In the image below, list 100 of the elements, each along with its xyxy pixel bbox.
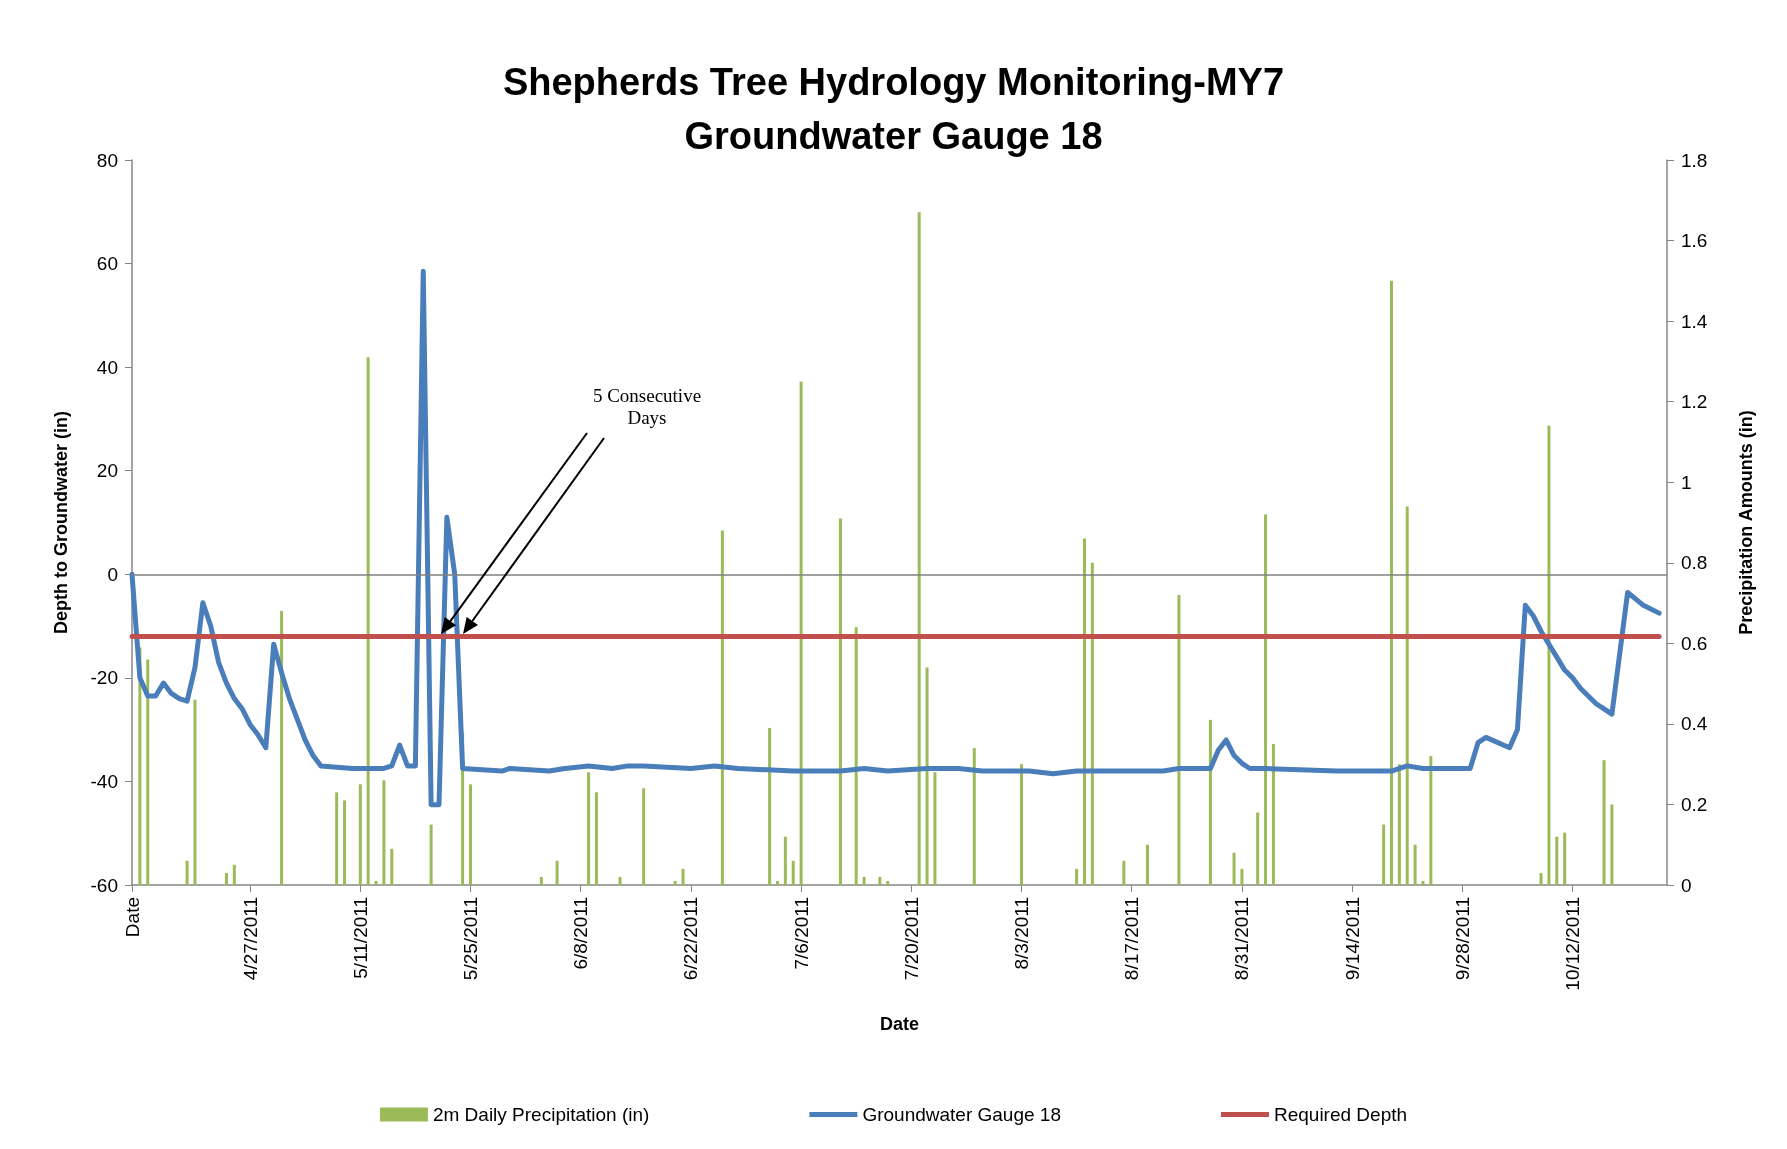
bar [146, 659, 150, 885]
bar [799, 381, 803, 885]
bar [1208, 719, 1212, 885]
bar [618, 876, 622, 885]
y2-tick-label: 0.2 [1681, 793, 1708, 815]
bar [594, 792, 598, 885]
y-tick-label: 0 [107, 563, 118, 585]
bar [1122, 860, 1126, 885]
bar [1429, 756, 1433, 885]
bar [1563, 832, 1567, 885]
x-tick-label: 7/6/2011 [790, 897, 812, 970]
y2-tick-label: 1.4 [1681, 310, 1708, 332]
bar [232, 864, 236, 885]
bar [185, 860, 189, 885]
bar [1082, 538, 1086, 885]
bar [681, 868, 685, 885]
bar [358, 784, 362, 885]
bar [1271, 744, 1275, 885]
bar [1177, 595, 1181, 885]
x-tick-label: 6/8/2011 [570, 897, 592, 970]
bar [390, 848, 394, 885]
y-tick-label: 80 [96, 149, 118, 171]
y2-tick-label: 0.6 [1681, 632, 1708, 654]
bar [374, 880, 378, 885]
y2-tick-label: 1 [1681, 471, 1692, 493]
bar [1539, 872, 1543, 885]
bar [343, 800, 347, 885]
bar [1382, 824, 1386, 885]
bar [917, 212, 921, 885]
y-tick-label: 40 [96, 356, 118, 378]
bar [468, 784, 472, 885]
bar [429, 824, 433, 885]
y-tick-label: -60 [90, 874, 118, 896]
bar [838, 518, 842, 885]
bar [1020, 764, 1024, 885]
x-tick-label: 9/28/2011 [1451, 897, 1473, 981]
annotation: 5 Consecutive Days [591, 385, 703, 429]
bar [224, 872, 228, 885]
bar [783, 836, 787, 885]
bar [555, 860, 559, 885]
bar [642, 788, 646, 885]
x-tick-label: 4/27/2011 [239, 897, 261, 981]
bar [193, 699, 197, 885]
y2-tick-label: 1.2 [1681, 391, 1708, 413]
bar [382, 780, 386, 885]
bar [720, 530, 724, 885]
bar [972, 748, 976, 885]
bar [1547, 425, 1551, 885]
x-tick-label: 5/11/2011 [349, 897, 371, 979]
bar [1555, 836, 1559, 885]
bar [673, 880, 677, 885]
chart-title: Shepherds Tree Hydrology Monitoring-MY7 [502, 61, 1285, 103]
chart-subtitle: Groundwater Gauge 18 [684, 115, 1103, 157]
bar [933, 772, 937, 885]
bar [1232, 852, 1236, 885]
bar [886, 880, 890, 885]
y2-tick-label: 0.8 [1681, 552, 1708, 574]
x-tick-label: 8/3/2011 [1011, 897, 1033, 970]
y-tick-label: 60 [96, 253, 118, 275]
x-tick-label: 10/12/2011 [1562, 897, 1584, 991]
x-tick-label: 6/22/2011 [680, 897, 702, 981]
bar [1256, 812, 1260, 885]
x-tick-label: 7/20/2011 [900, 897, 922, 981]
bar [1602, 760, 1606, 885]
bar [854, 627, 858, 885]
x-tick-label: Date [121, 897, 143, 938]
y2-tick-label: 0.4 [1681, 713, 1708, 735]
bar [366, 357, 370, 885]
bar [862, 876, 866, 885]
x-tick-label: 9/14/2011 [1341, 897, 1363, 981]
bar [1145, 844, 1149, 885]
bar [775, 880, 779, 885]
bar [1405, 506, 1409, 885]
legend-label: 2m Daily Precipitation (in) [432, 1104, 650, 1125]
y-axis-title: Depth to Groundwater (in) [51, 411, 71, 634]
x-tick-label: 8/17/2011 [1121, 897, 1143, 981]
bar [791, 860, 795, 885]
bar [878, 876, 882, 885]
bar [1389, 280, 1393, 885]
bar [587, 772, 591, 885]
y2-tick-label: 1.8 [1681, 149, 1708, 171]
x-tick-label: 8/31/2011 [1231, 897, 1253, 981]
bar [1264, 514, 1268, 885]
bar [925, 667, 929, 885]
y2-axis-title: Precipitation Amounts (in) [1736, 410, 1756, 635]
bar [539, 876, 543, 885]
bar [1075, 868, 1079, 885]
bar [1090, 562, 1094, 885]
bar [1240, 868, 1244, 885]
bar [335, 792, 339, 885]
y2-tick-label: 0 [1681, 874, 1692, 896]
bar [1610, 804, 1614, 885]
x-axis-title: Date [879, 1014, 920, 1034]
x-tick-label: 5/25/2011 [459, 897, 481, 981]
y-tick-label: -20 [90, 667, 118, 689]
y-tick-label: -40 [90, 770, 118, 792]
bar [280, 611, 284, 885]
legend-label: Required Depth [1273, 1104, 1408, 1125]
legend-label: Groundwater Gauge 18 [862, 1104, 1061, 1125]
y-tick-label: 20 [96, 460, 118, 482]
